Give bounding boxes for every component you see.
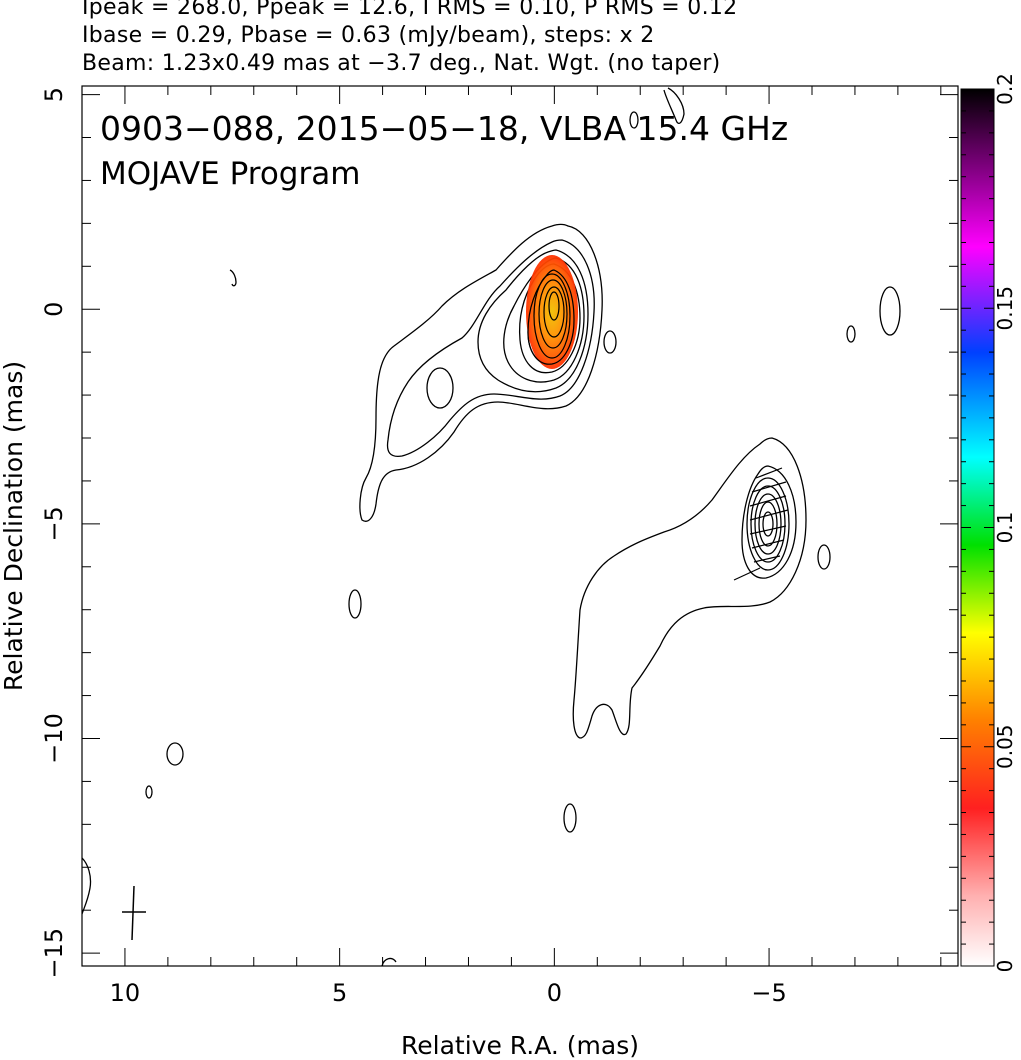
colorbar-tick-label: 0: [993, 960, 1017, 973]
contour-blob-left-edge: [82, 857, 92, 915]
polarization-vectors: [733, 467, 789, 581]
y-tick-label: 0: [40, 302, 68, 317]
x-tick-label: 10: [110, 979, 141, 1007]
header-line-3: Beam: 1.23x0.49 mas at −3.7 deg., Nat. W…: [82, 51, 721, 76]
colorbar-tick-label: 0.15: [993, 286, 1017, 331]
axis-ticks: [81, 86, 958, 966]
core-inner-contours-overlay: [527, 269, 575, 365]
contour-core-2: [386, 239, 595, 458]
y-tick-label: −10: [40, 713, 68, 764]
chart-subtitle: MOJAVE Program: [100, 156, 360, 192]
contour-sw-knot-4: [754, 493, 782, 555]
contour-sw-outer: [572, 437, 807, 739]
y-tick-label: −15: [40, 928, 68, 979]
chart-title: 0903−088, 2015−05−18, VLBA 15.4 GHz: [100, 109, 788, 148]
colorbar-labels: 0 0.05 0.1 0.15 0.2: [993, 73, 1017, 972]
x-axis-label: Relative R.A. (mas): [401, 1031, 639, 1060]
contour-blob-top-left: [229, 269, 237, 287]
plot-frame: [81, 85, 959, 967]
y-axis-label: Relative Declination (mas): [0, 361, 28, 691]
contour-sw-knot-3: [750, 485, 786, 563]
contour-blob-top-mid: [629, 111, 639, 129]
contour-blob-near-core: [603, 330, 617, 354]
header-line-1: Ipeak = 268.0, Ppeak = 12.6, I RMS = 0.1…: [82, 0, 738, 20]
contour-blob-top-edge: [663, 87, 685, 125]
colorbar-tick-label: 0.05: [993, 724, 1017, 769]
header-line-2: Ibase = 0.29, Pbase = 0.63 (mJy/beam), s…: [82, 23, 655, 48]
x-tick-label: 5: [332, 979, 347, 1007]
contour-core-3: [477, 249, 589, 393]
beam-marker: [122, 885, 146, 941]
contour-sw-knot-1: [741, 465, 797, 579]
contour-blob-bottom-edge: [381, 957, 397, 966]
contour-blob-left-1: [348, 589, 362, 619]
contour-core-outer: [359, 223, 603, 522]
contour-blob-right-small: [846, 325, 856, 343]
x-tick-label: 0: [547, 979, 562, 1007]
contour-sw-knot-6: [762, 511, 774, 537]
x-tick-label: −5: [751, 979, 786, 1007]
contour-blob-left-3: [145, 785, 153, 799]
colorbar-tick-label: 0.2: [993, 73, 1017, 105]
core-color-fill: [526, 255, 578, 369]
contour-blob-bottom-mid: [563, 803, 577, 833]
contour-sw-knot-5: [758, 501, 778, 547]
colorbar-tick-label: 0.1: [993, 512, 1017, 544]
contour-blob-left-2: [166, 742, 184, 766]
contour-jet-hole: [426, 367, 454, 409]
colorbar-ticks: [961, 88, 994, 967]
contour-blob-knot-right: [817, 544, 831, 570]
axis-tick-labels: 10 5 0 −5 5 0 −5 −10 −15: [40, 87, 787, 1007]
y-tick-label: 5: [40, 87, 68, 102]
y-tick-label: −5: [40, 506, 68, 541]
contour-blob-top-right: [879, 286, 901, 336]
contour-sw-knot-2: [746, 477, 790, 571]
